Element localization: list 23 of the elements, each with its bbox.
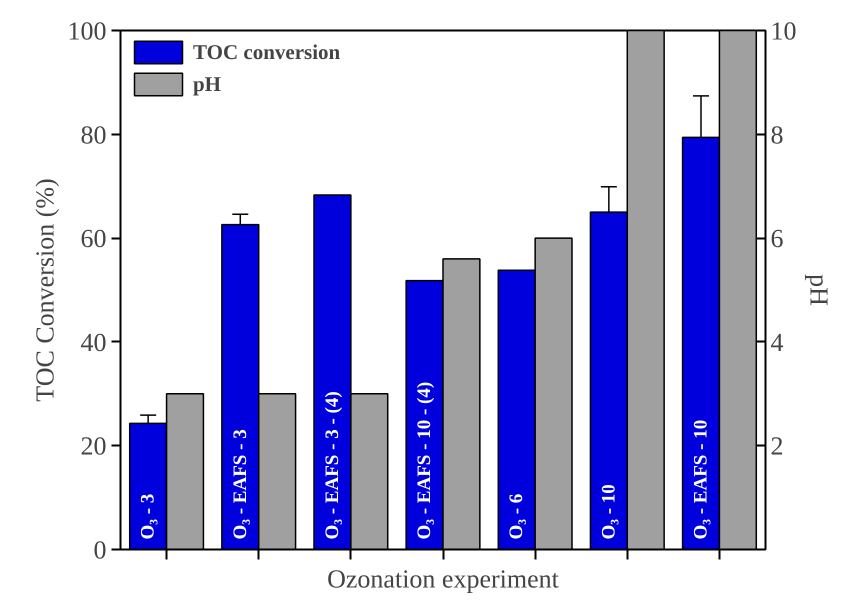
y-axis-title: TOC Conversion (%) (30, 178, 60, 402)
y-tick-label: 20 (80, 432, 106, 461)
x-tick-label: O₃ - EAFS - 3 (230, 429, 251, 540)
x-tick-label: O₃ - 3 (138, 494, 159, 540)
y2-tick-label: 6 (770, 224, 784, 254)
y2-tick-label: 2 (770, 432, 784, 461)
y-tick-label: 0 (94, 536, 106, 564)
x-tick-label: O₃ - EAFS - 10 (690, 420, 712, 540)
x-tick-label: O₃ - 6 (506, 494, 528, 540)
x-tick-label: O₃ - 10 (598, 484, 620, 540)
y2-tick-label: 8 (770, 120, 784, 150)
x-tick-label: O₃ - EAFS - 3 - (4) (322, 391, 343, 540)
y2-axis-title: pH (804, 274, 834, 306)
x-axis-title: Ozonation experiment (327, 564, 560, 594)
legend-label: pH (193, 72, 222, 96)
x-tick-label: O₃ - EAFS - 10 - (4) (414, 382, 436, 540)
y-tick-label: 40 (80, 328, 106, 357)
legend-label: TOC conversion (193, 40, 340, 64)
y-tick-label: 80 (80, 120, 106, 150)
y-tick-label: 60 (80, 224, 106, 254)
y2-tick-label: 10 (770, 16, 796, 46)
y-tick-label: 100 (68, 16, 106, 46)
y2-tick-label: 4 (770, 328, 784, 357)
